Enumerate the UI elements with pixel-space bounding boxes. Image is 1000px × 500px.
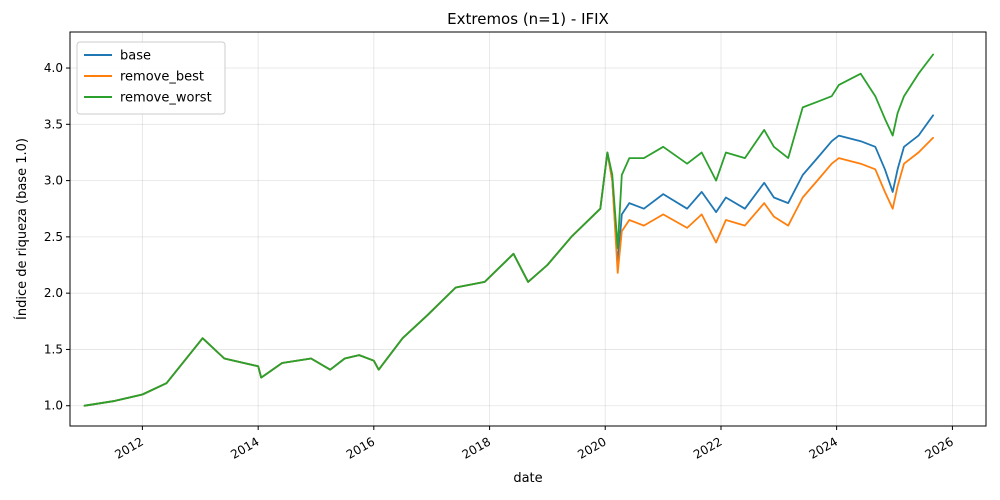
series-layer [83,53,934,407]
y-tick-label: 4.0 [44,61,63,75]
y-tick-label: 2.0 [44,286,63,300]
legend-label-remove-worst: remove_worst [120,91,212,106]
y-tick-label: 3.5 [44,117,63,131]
y-tick-label: 1.0 [44,399,63,413]
y-tick-label: 2.5 [44,230,63,244]
legend: base remove_best remove_worst [76,41,226,115]
plot-frame [69,31,987,427]
y-tick-label: 3.0 [44,174,63,188]
y-axis: 1.0 1.5 2.0 2.5 3.0 3.5 4.0 [44,61,70,413]
legend-label-remove-best: remove_best [120,70,204,85]
y-axis-label: Índice de riqueza (base 1.0) [14,138,30,320]
x-axis-label: date [513,471,542,486]
legend-label-base: base [120,49,151,64]
chart-title: Extremos (n=1) - IFIX [447,10,609,28]
y-tick-label: 1.5 [44,342,63,356]
legend-box [76,41,226,115]
series-line-remove-worst [83,53,934,407]
